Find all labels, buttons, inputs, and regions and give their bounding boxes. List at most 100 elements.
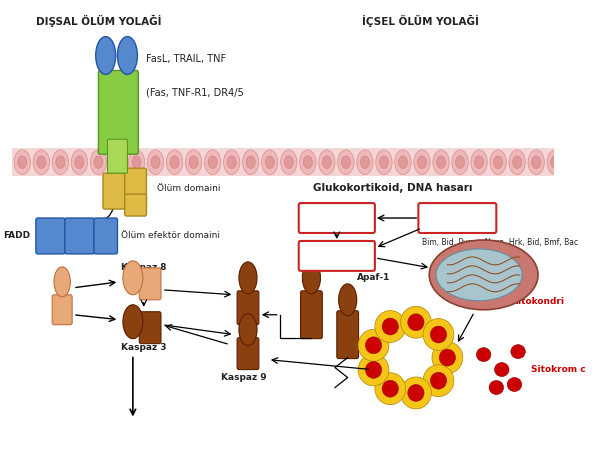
FancyBboxPatch shape [299,203,375,233]
Ellipse shape [75,156,84,169]
Text: Apaf-1: Apaf-1 [357,273,390,282]
Text: Bim, Bid, Puma, Noxa, Hrk, Bid, Bmf, Bac: Bim, Bid, Puma, Noxa, Hrk, Bid, Bmf, Bac [422,238,578,247]
FancyBboxPatch shape [139,268,161,300]
Ellipse shape [547,150,563,174]
Text: Sitokrom c: Sitokrom c [531,365,585,374]
Text: (Fas, TNF-R1, DR4/5: (Fas, TNF-R1, DR4/5 [147,87,244,97]
Ellipse shape [147,150,164,174]
Ellipse shape [132,156,141,169]
Ellipse shape [56,156,65,169]
FancyBboxPatch shape [125,194,147,216]
Ellipse shape [375,373,405,405]
Ellipse shape [432,342,463,374]
Ellipse shape [452,150,468,174]
Ellipse shape [379,156,389,169]
Ellipse shape [243,150,259,174]
Ellipse shape [437,156,446,169]
Ellipse shape [375,311,405,342]
Ellipse shape [113,156,122,169]
Ellipse shape [303,262,321,294]
FancyBboxPatch shape [337,311,359,359]
Ellipse shape [408,314,424,331]
Ellipse shape [395,150,411,174]
Ellipse shape [398,156,407,169]
Ellipse shape [185,150,202,174]
Text: FasL, TRAIL, TNF: FasL, TRAIL, TNF [147,53,227,63]
Ellipse shape [303,156,312,169]
Ellipse shape [477,347,491,361]
Ellipse shape [357,150,373,174]
FancyBboxPatch shape [94,218,117,254]
Text: Bcl-2/BclxL: Bcl-2/BclxL [309,213,365,222]
Ellipse shape [117,37,138,74]
FancyBboxPatch shape [139,312,161,344]
Ellipse shape [490,150,507,174]
Ellipse shape [123,305,143,339]
Ellipse shape [528,150,544,174]
Ellipse shape [423,318,454,351]
Ellipse shape [495,362,509,376]
Ellipse shape [151,156,160,169]
Ellipse shape [489,381,504,395]
Text: Bax/Bad: Bax/Bad [316,251,358,260]
Text: DIŞSAL ÖLÜM YOLAĞİ: DIŞSAL ÖLÜM YOLAĞİ [36,14,161,27]
Ellipse shape [338,150,354,174]
Ellipse shape [532,156,541,169]
Ellipse shape [265,156,274,169]
Ellipse shape [361,156,370,169]
Ellipse shape [14,150,30,174]
FancyBboxPatch shape [108,139,127,173]
FancyBboxPatch shape [301,291,322,339]
Ellipse shape [423,365,454,397]
Ellipse shape [376,150,392,174]
FancyBboxPatch shape [299,241,375,271]
FancyBboxPatch shape [103,173,125,209]
Text: Ölüm efektör domaini: Ölüm efektör domaini [121,231,220,241]
Ellipse shape [475,156,484,169]
Ellipse shape [358,329,389,361]
Text: Glukokortikoid, DNA hasarı: Glukokortikoid, DNA hasarı [313,183,473,193]
Ellipse shape [109,150,126,174]
Ellipse shape [512,156,521,169]
Ellipse shape [341,156,350,169]
Text: İÇSEL ÖLÜM YOLAĞİ: İÇSEL ÖLÜM YOLAĞİ [362,14,478,27]
Ellipse shape [401,306,431,338]
FancyBboxPatch shape [99,71,138,154]
FancyBboxPatch shape [237,337,259,370]
Ellipse shape [170,156,179,169]
Ellipse shape [507,377,521,391]
FancyBboxPatch shape [237,291,259,325]
Ellipse shape [189,156,198,169]
Ellipse shape [37,156,46,169]
Ellipse shape [322,156,331,169]
Text: FADD: FADD [4,231,30,241]
Ellipse shape [129,150,145,174]
Ellipse shape [493,156,503,169]
FancyBboxPatch shape [65,218,94,254]
Text: Kaspaz 8: Kaspaz 8 [121,263,166,272]
Ellipse shape [54,267,71,297]
Ellipse shape [365,337,382,354]
Ellipse shape [227,156,236,169]
Ellipse shape [94,156,103,169]
Ellipse shape [429,240,538,310]
Ellipse shape [52,150,69,174]
FancyBboxPatch shape [36,218,65,254]
Ellipse shape [261,150,278,174]
Ellipse shape [551,156,560,169]
Ellipse shape [511,345,525,359]
Ellipse shape [431,372,447,389]
Ellipse shape [456,156,465,169]
Bar [13,148,554,176]
Ellipse shape [280,150,297,174]
Ellipse shape [123,261,143,295]
Ellipse shape [208,156,217,169]
Ellipse shape [239,262,257,294]
Ellipse shape [509,150,525,174]
Ellipse shape [382,318,398,335]
Text: Kaspaz 9: Kaspaz 9 [221,373,266,382]
Ellipse shape [358,354,389,386]
Ellipse shape [338,284,357,316]
Ellipse shape [408,385,424,401]
Ellipse shape [224,150,240,174]
